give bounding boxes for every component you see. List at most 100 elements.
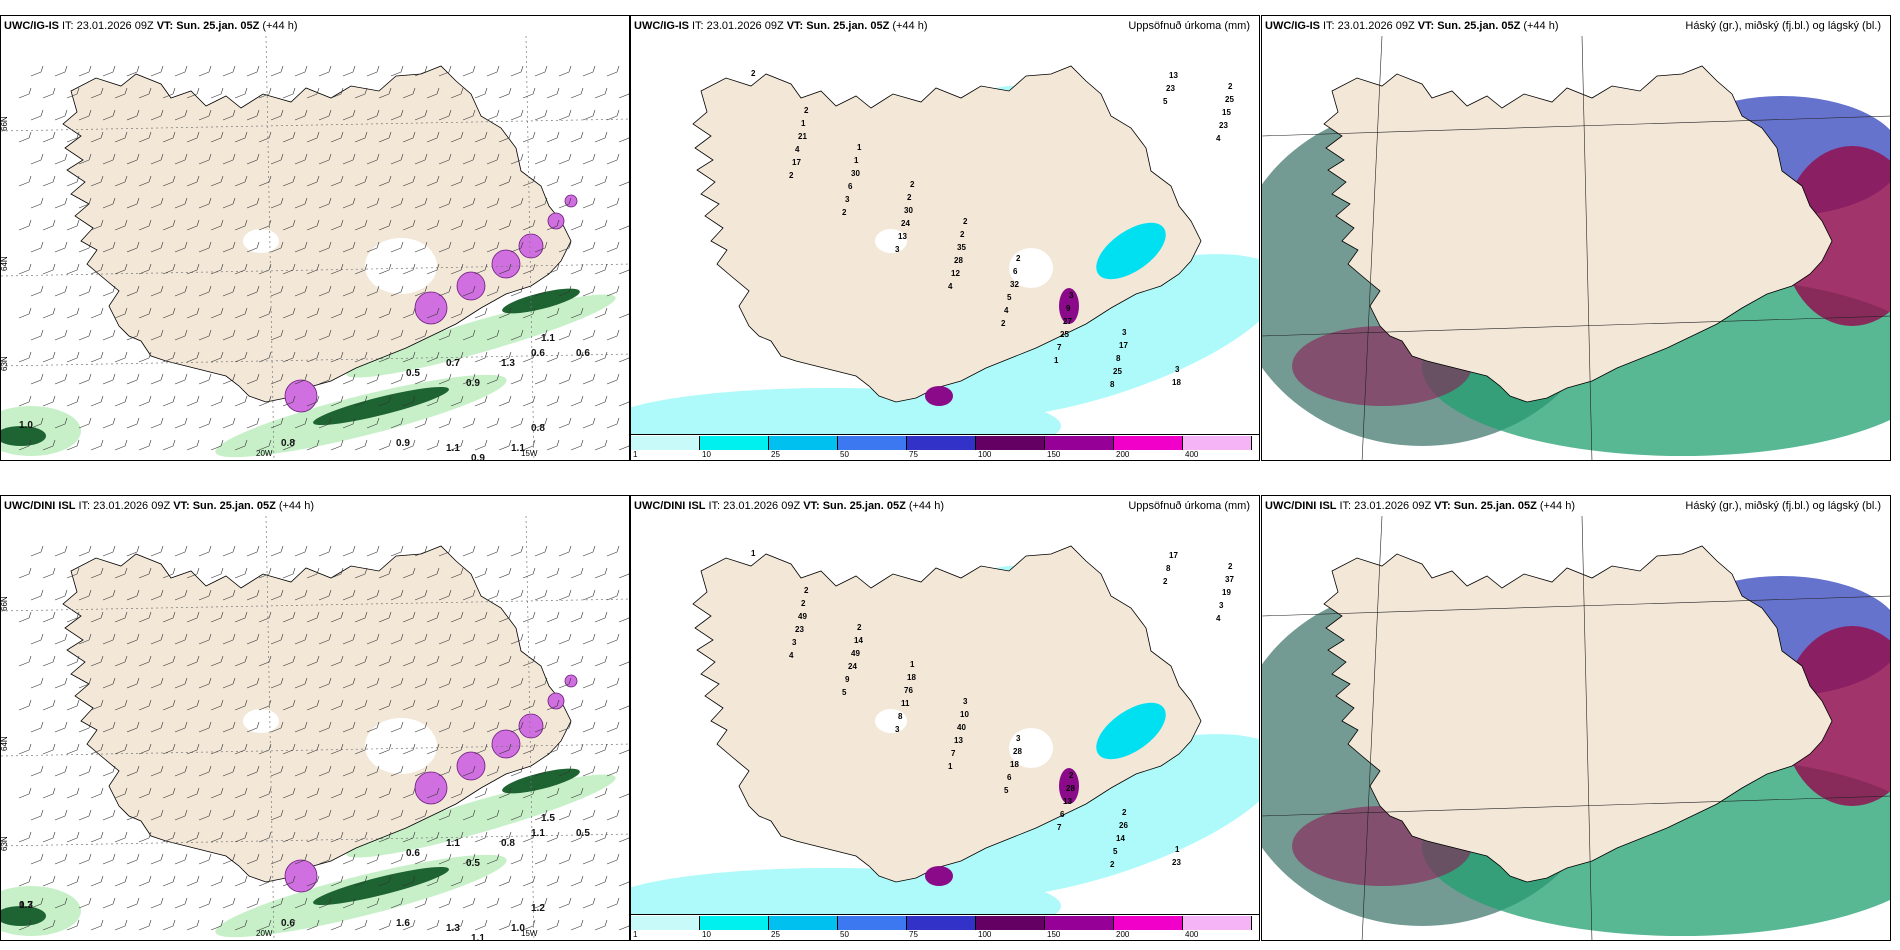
wind-value-label: 1.3	[19, 900, 33, 911]
wind-barb	[54, 853, 68, 865]
wind-barb	[174, 153, 188, 165]
wind-barb	[54, 417, 68, 429]
map-area[interactable]: 1 2 2 1 3 3 2 2 1 2 2 14 18 10 28 28 26 23 37 49 49 76 40 18 13 1…	[631, 516, 1259, 940]
map-area[interactable]	[1262, 36, 1890, 460]
wind-barb	[186, 787, 200, 799]
wind-barb	[318, 677, 332, 689]
wind-barb	[18, 87, 32, 99]
wind-barb	[66, 743, 80, 755]
wind-barb	[186, 439, 200, 451]
wind-barb	[306, 875, 320, 887]
wind-barb	[78, 589, 92, 601]
precip-value-label: 6	[1007, 773, 1012, 782]
wind-barb	[474, 351, 488, 363]
wind-barb	[294, 329, 308, 341]
wind-barb	[186, 567, 200, 579]
wind-barb	[330, 567, 344, 579]
wind-barb	[210, 351, 224, 363]
wind-barb	[402, 263, 416, 275]
wind-barb	[330, 87, 344, 99]
wind-barb	[150, 241, 164, 253]
wind-barb	[78, 153, 92, 165]
wind-barb	[594, 131, 608, 143]
wind-barb	[270, 65, 284, 77]
wind-barb	[606, 329, 620, 341]
wind-barb	[354, 87, 368, 99]
precip-value-label: 12	[951, 269, 960, 278]
wind-barb	[606, 65, 620, 77]
map-area[interactable]	[1262, 516, 1890, 940]
wind-barb	[30, 329, 44, 341]
map-area[interactable]: 2 2 1 2 2 2 3 3 3 2 1 1 2 2 6 9 17 18 25 21 30 30 35 32 27 8 13 15 4…	[631, 36, 1259, 460]
wind-barb	[402, 87, 416, 99]
wind-value-label: 1.0	[511, 923, 525, 934]
wind-barb	[66, 87, 80, 99]
snow-blob	[518, 713, 544, 739]
wind-barb	[246, 897, 260, 909]
map-area[interactable]: 66N 64N 63N 20W 15W 0.7 0.6 0.6 1.1 0.5 0.8 1.1 0.5 1…	[1, 516, 629, 940]
map-svg: 2212223332112269171825213030353227813154…	[631, 36, 1259, 460]
wind-barb	[294, 809, 308, 821]
init-time: 23.01.2026 09Z	[1354, 500, 1432, 512]
colorbar-swatch	[976, 436, 1045, 450]
wind-barb	[390, 417, 404, 429]
wind-barb	[510, 589, 524, 601]
wind-barb	[522, 567, 536, 579]
graticule	[1, 36, 629, 460]
wind-barb	[282, 875, 296, 887]
wind-barb	[150, 417, 164, 429]
precip-value-label: 27	[1063, 317, 1072, 326]
wind-barb	[294, 417, 308, 429]
precip-value-label: 2	[804, 106, 809, 115]
wind-barb	[246, 109, 260, 121]
wind-barb	[66, 175, 80, 187]
wind-barb	[126, 65, 140, 77]
colorbar-tick: 1	[633, 930, 638, 939]
wind-barb	[330, 395, 344, 407]
wind-barb	[438, 809, 452, 821]
longitude-label: 20W	[256, 449, 273, 458]
wind-barb	[90, 787, 104, 799]
wind-barb	[66, 395, 80, 407]
precip-value-label: 4	[1004, 306, 1009, 315]
wind-barb	[534, 809, 548, 821]
wind-barb	[282, 307, 296, 319]
wind-barb	[66, 655, 80, 667]
precip-value-label: 2	[960, 230, 965, 239]
wind-barb	[282, 439, 296, 451]
wind-barb	[354, 875, 368, 887]
wind-barb	[474, 219, 488, 231]
wind-barb	[198, 285, 212, 297]
wind-barb	[270, 721, 284, 733]
colorbar-swatch	[700, 436, 769, 450]
wind-barb	[114, 263, 128, 275]
low-cloud	[1782, 626, 1890, 806]
wind-barb	[594, 175, 608, 187]
wind-barb	[450, 131, 464, 143]
wind-barb	[546, 743, 560, 755]
model-name: UWC/IG-IS	[4, 20, 59, 32]
wind-barb	[126, 721, 140, 733]
wind-barb	[306, 567, 320, 579]
wind-barb	[186, 655, 200, 667]
wind-barb	[234, 351, 248, 363]
wind-barb	[450, 307, 464, 319]
wind-barb	[414, 65, 428, 77]
map-area[interactable]: 66N 64N 63N 20W 15W 1.0 0.8 0.5 0.7 0.9 1.3 0.6 0.6 1…	[1, 36, 629, 460]
wind-barb	[198, 65, 212, 77]
panel-header: UWC/IG-IS IT: 23.01.2026 09Z VT: Sun. 25…	[1262, 16, 1890, 36]
wind-barb	[306, 87, 320, 99]
wind-barb	[162, 307, 176, 319]
wind-barb	[222, 589, 236, 601]
wind-barb	[498, 831, 512, 843]
wind-barb	[114, 351, 128, 363]
precip-value-label: 3	[895, 725, 900, 734]
snow-blob	[491, 729, 521, 759]
precip-value-label: 3	[1175, 365, 1180, 374]
wind-barb	[606, 241, 620, 253]
wind-barb	[606, 417, 620, 429]
wind-barb	[390, 65, 404, 77]
wind-barb	[138, 395, 152, 407]
wind-barb	[534, 897, 548, 909]
precip-value-label: 1	[801, 119, 806, 128]
